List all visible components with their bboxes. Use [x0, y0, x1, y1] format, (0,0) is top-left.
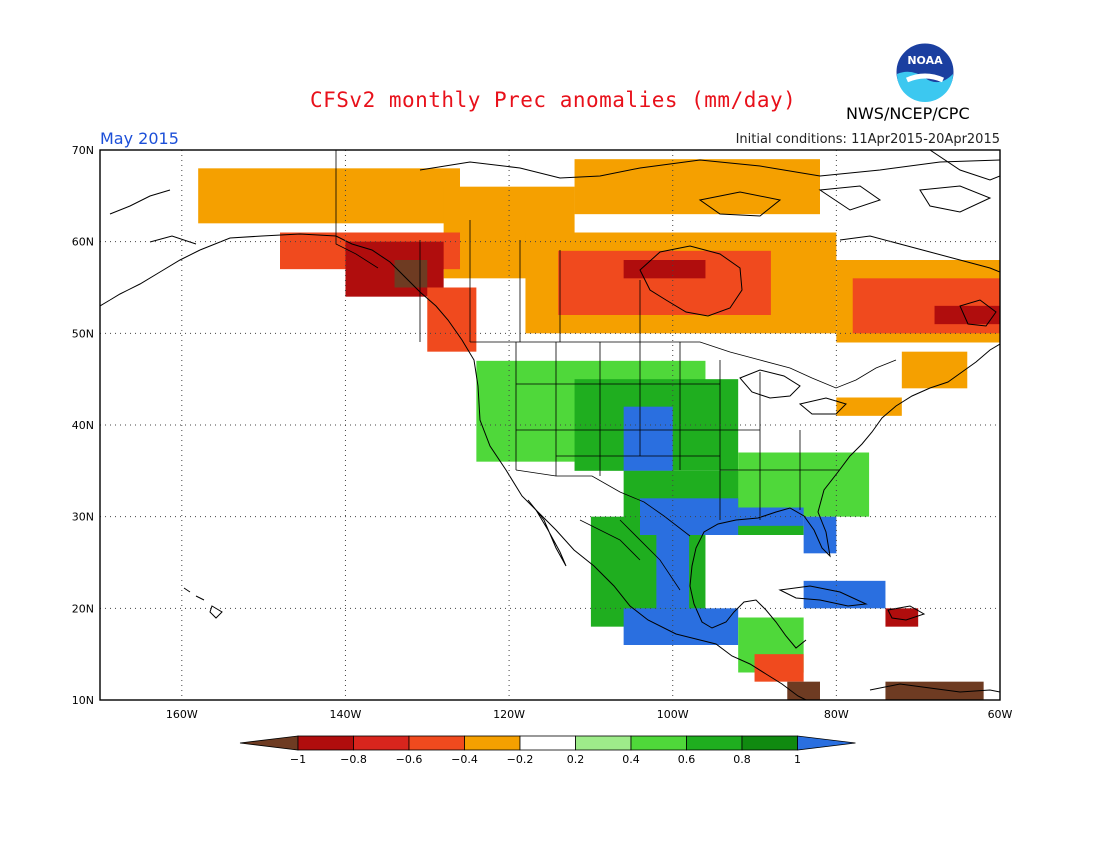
political-borders — [335, 150, 897, 591]
colorbar-tick-label: 0.2 — [567, 753, 585, 766]
anomaly-region-central-america-dry — [754, 654, 804, 682]
lon-label: 80W — [824, 708, 849, 721]
anomaly-region-venezuela-dry — [885, 681, 984, 700]
colorbar-swatch — [741, 735, 798, 751]
anomaly-region-alaska-north-dry — [198, 168, 460, 224]
anomaly-region-mexico-plateau-very-wet — [656, 535, 690, 609]
canadian-provinces — [419, 220, 641, 342]
map-frame — [99, 149, 1001, 701]
colorbar-swatch — [353, 735, 410, 751]
colorbar-swatch — [519, 735, 576, 751]
latitude-labels: 70N 60N 50N 40N 30N 20N 10N — [72, 144, 94, 707]
lat-label: 50N — [72, 327, 94, 340]
valid-month: May 2015 — [100, 129, 179, 148]
canadian-arctic — [419, 159, 1000, 179]
colorbar: −1 −0.8 −0.6 −0.4 −0.2 0.2 0.4 0.6 0.8 1 — [239, 735, 856, 766]
colorbar-tick-label: 1 — [794, 753, 801, 766]
lat-label: 10N — [72, 694, 94, 707]
hawaii — [183, 587, 223, 619]
lon-label: 100W — [657, 708, 689, 721]
aleutians — [100, 299, 111, 307]
anomaly-region-southeast-wet — [738, 452, 870, 517]
anomaly-region-central-america-driest — [787, 681, 820, 700]
colorbar-tick-label: −0.2 — [507, 753, 534, 766]
hudson-bay — [639, 245, 743, 317]
longitude-labels: 160W 140W 120W 100W 80W 60W — [166, 708, 1013, 721]
anomaly-region-maritimes-dry — [901, 351, 968, 389]
lat-label: 40N — [72, 419, 94, 432]
noaa-logo-icon: NOAA — [895, 42, 955, 102]
north-america-coast — [199, 233, 807, 700]
lon-label: 60W — [988, 708, 1013, 721]
colorbar-swatch — [297, 735, 354, 751]
chart-title: CFSv2 monthly Prec anomalies (mm/day) — [310, 88, 797, 112]
colorbar-swatch — [630, 735, 687, 751]
south-america-north — [869, 683, 1000, 693]
anomaly-region-hispaniola-dry — [885, 608, 919, 627]
gulf-coast — [689, 343, 1000, 649]
anomaly-region-southern-mexico-very-wet — [623, 608, 739, 645]
great-lakes — [739, 369, 847, 415]
anomaly-region-northeast-us-dry — [836, 397, 902, 416]
lon-label: 140W — [330, 708, 362, 721]
colorbar-tick-label: −1 — [290, 753, 306, 766]
anomaly-layer — [198, 159, 1000, 700]
anomaly-region-bc-coast-dry — [427, 287, 477, 352]
greenland-edge — [929, 150, 1000, 181]
lat-lon-grid — [100, 150, 1000, 700]
labrador-coast — [839, 235, 1000, 273]
colorbar-tick-label: −0.6 — [396, 753, 423, 766]
hispaniola — [887, 605, 926, 621]
colorbar-tick-label: 0.4 — [622, 753, 640, 766]
us-canada-border — [470, 341, 897, 389]
alaska-west — [109, 189, 201, 301]
lat-label: 60N — [72, 236, 94, 249]
lat-label: 30N — [72, 511, 94, 524]
coastlines — [100, 150, 1000, 700]
initial-conditions: Initial conditions: 11Apr2015-20Apr2015 — [735, 132, 1000, 147]
lat-label: 20N — [72, 602, 94, 615]
newfoundland — [959, 299, 997, 327]
lon-label: 160W — [166, 708, 198, 721]
lat-label: 70N — [72, 144, 94, 157]
colorbar-swatch — [686, 735, 743, 751]
anomaly-region-hudson-dry-core — [623, 260, 706, 279]
colorbar-arrow-high — [797, 735, 856, 751]
anomaly-region-northern-canada-dry — [574, 159, 820, 215]
colorbar-arrow-low — [239, 735, 299, 751]
noaa-logo: NOAA — [895, 42, 955, 102]
arctic-islands — [698, 185, 992, 217]
anomaly-region-central-plains-very-wet — [623, 406, 673, 471]
baja-coast — [527, 499, 567, 567]
mexico-states — [579, 519, 681, 591]
lon-label: 120W — [493, 708, 525, 721]
cuba — [778, 585, 868, 607]
noaa-logo-text: NOAA — [907, 54, 943, 67]
anomaly-region-labrador-dry-core — [934, 305, 1000, 325]
alaska-canada-border — [335, 150, 379, 269]
colorbar-tick-label: 0.8 — [733, 753, 751, 766]
colorbar-swatch — [575, 735, 632, 751]
colorbar-tick-label: −0.4 — [451, 753, 478, 766]
anomaly-region-texas-gulf-very-wet — [640, 498, 739, 535]
agency-label: NWS/NCEP/CPC — [846, 104, 970, 123]
colorbar-tick-label: 0.6 — [678, 753, 696, 766]
colorbar-swatch — [408, 735, 465, 751]
colorbar-swatch — [464, 735, 521, 751]
us-state-lines — [515, 342, 840, 520]
colorbar-tick-label: −0.8 — [340, 753, 367, 766]
